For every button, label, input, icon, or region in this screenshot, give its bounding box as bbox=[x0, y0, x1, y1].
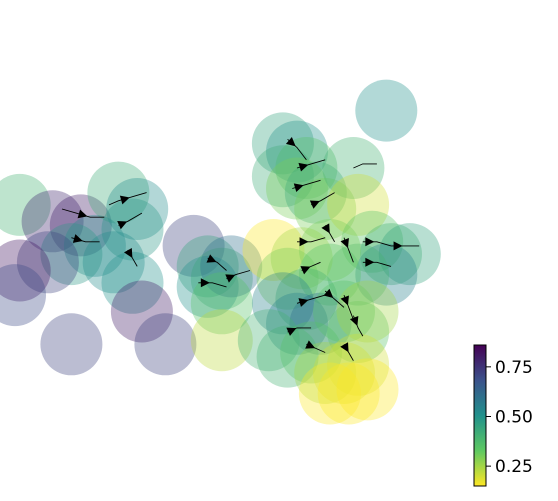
scatter-point bbox=[280, 321, 343, 384]
velocity-streamlines bbox=[61, 137, 420, 361]
scatter-point bbox=[237, 309, 300, 372]
streamline-arrowhead bbox=[365, 257, 375, 267]
scatter-point bbox=[134, 313, 197, 376]
streamline-arrowhead bbox=[200, 278, 210, 288]
scatter-point bbox=[275, 268, 338, 331]
streamline-arrowhead bbox=[321, 223, 330, 234]
streamline-arrowhead bbox=[117, 221, 128, 230]
streamline-arrowhead bbox=[365, 237, 375, 247]
streamline-arrowhead bbox=[393, 241, 403, 251]
scatter-point bbox=[256, 325, 319, 388]
streamline-arrowhead bbox=[285, 137, 296, 147]
scatter-point bbox=[101, 198, 164, 261]
scatter-points bbox=[0, 79, 441, 425]
scatter-point bbox=[317, 362, 380, 425]
colorbar-tick-label: 0.50 bbox=[495, 407, 533, 427]
scatter-point bbox=[298, 219, 361, 281]
scatter-point bbox=[0, 264, 46, 327]
scatter-point bbox=[242, 219, 305, 281]
scatter-point bbox=[360, 223, 422, 286]
scatter-point bbox=[266, 292, 328, 355]
streamline-arrowhead bbox=[298, 162, 309, 172]
scatter-point bbox=[336, 358, 399, 421]
scatter-point bbox=[313, 342, 375, 404]
scatter-point bbox=[294, 178, 357, 240]
scatter-point bbox=[87, 161, 150, 224]
scatter-point bbox=[0, 173, 51, 236]
scatter-point bbox=[294, 342, 357, 404]
streamline-arrowhead bbox=[300, 266, 311, 275]
streamline-arrowhead bbox=[309, 200, 320, 209]
scatter-point bbox=[21, 190, 84, 253]
scatter-point bbox=[327, 173, 390, 236]
streamline-arrowhead bbox=[293, 183, 304, 193]
streamline-arrowhead bbox=[349, 315, 359, 326]
streamline-arrowhead bbox=[77, 209, 88, 219]
colorbar-gradient bbox=[473, 344, 487, 487]
streamline-arrowhead bbox=[298, 298, 309, 307]
scatter-point bbox=[176, 235, 239, 298]
scatter-point bbox=[40, 313, 103, 376]
streamline-arrowhead bbox=[340, 295, 349, 306]
scatter-point bbox=[251, 112, 314, 175]
streamline-arrowhead bbox=[119, 195, 130, 205]
scatter-point bbox=[110, 280, 173, 343]
scatter-point bbox=[298, 362, 361, 425]
scatter-point bbox=[256, 247, 319, 310]
scatter-point bbox=[176, 255, 239, 318]
streamline-arrowhead bbox=[225, 274, 236, 283]
scatter-point bbox=[40, 223, 103, 286]
streamline-arrowhead bbox=[72, 234, 83, 243]
streamline-arrowhead bbox=[340, 342, 349, 353]
streamline-arrowhead bbox=[124, 247, 133, 259]
scatter-point bbox=[355, 79, 418, 142]
scatter-point bbox=[298, 243, 361, 306]
streamline-arrowhead bbox=[340, 238, 349, 249]
scatter-point bbox=[200, 235, 263, 298]
streamline-arrowhead bbox=[206, 254, 217, 263]
scatter-point bbox=[327, 243, 390, 306]
scatter-point bbox=[327, 333, 390, 396]
scatter-point bbox=[251, 272, 314, 335]
streamline-arrowhead bbox=[305, 340, 316, 349]
streamline bbox=[353, 163, 377, 169]
streamline-arrowhead bbox=[323, 288, 334, 299]
scatter-point bbox=[270, 227, 333, 290]
scatter-point bbox=[190, 272, 253, 335]
colorbar-ticks: 0.75 0.50 0.25 bbox=[486, 358, 533, 477]
scatter-point bbox=[101, 251, 164, 314]
streamline-arrowhead bbox=[299, 237, 309, 247]
streamline-arrowhead bbox=[286, 327, 297, 336]
scatter-point bbox=[190, 309, 253, 372]
scatter-point bbox=[378, 223, 441, 286]
scatter-point bbox=[289, 292, 352, 355]
colorbar-tick-label: 0.25 bbox=[495, 457, 533, 477]
colorbar-tick-label: 0.75 bbox=[495, 358, 533, 378]
scatter-point bbox=[16, 231, 79, 294]
scatter-point bbox=[284, 161, 347, 224]
scatter-point bbox=[190, 247, 253, 310]
scatter-point bbox=[275, 137, 338, 199]
scatter-point bbox=[266, 120, 328, 183]
scatter-point bbox=[336, 280, 399, 343]
colorbar: 0.75 0.50 0.25 bbox=[473, 344, 533, 487]
scatter-point bbox=[82, 231, 145, 294]
scatter-point bbox=[251, 145, 314, 208]
scatter-point bbox=[0, 239, 51, 302]
scatter-point bbox=[63, 214, 126, 277]
scatter-point bbox=[355, 243, 418, 306]
